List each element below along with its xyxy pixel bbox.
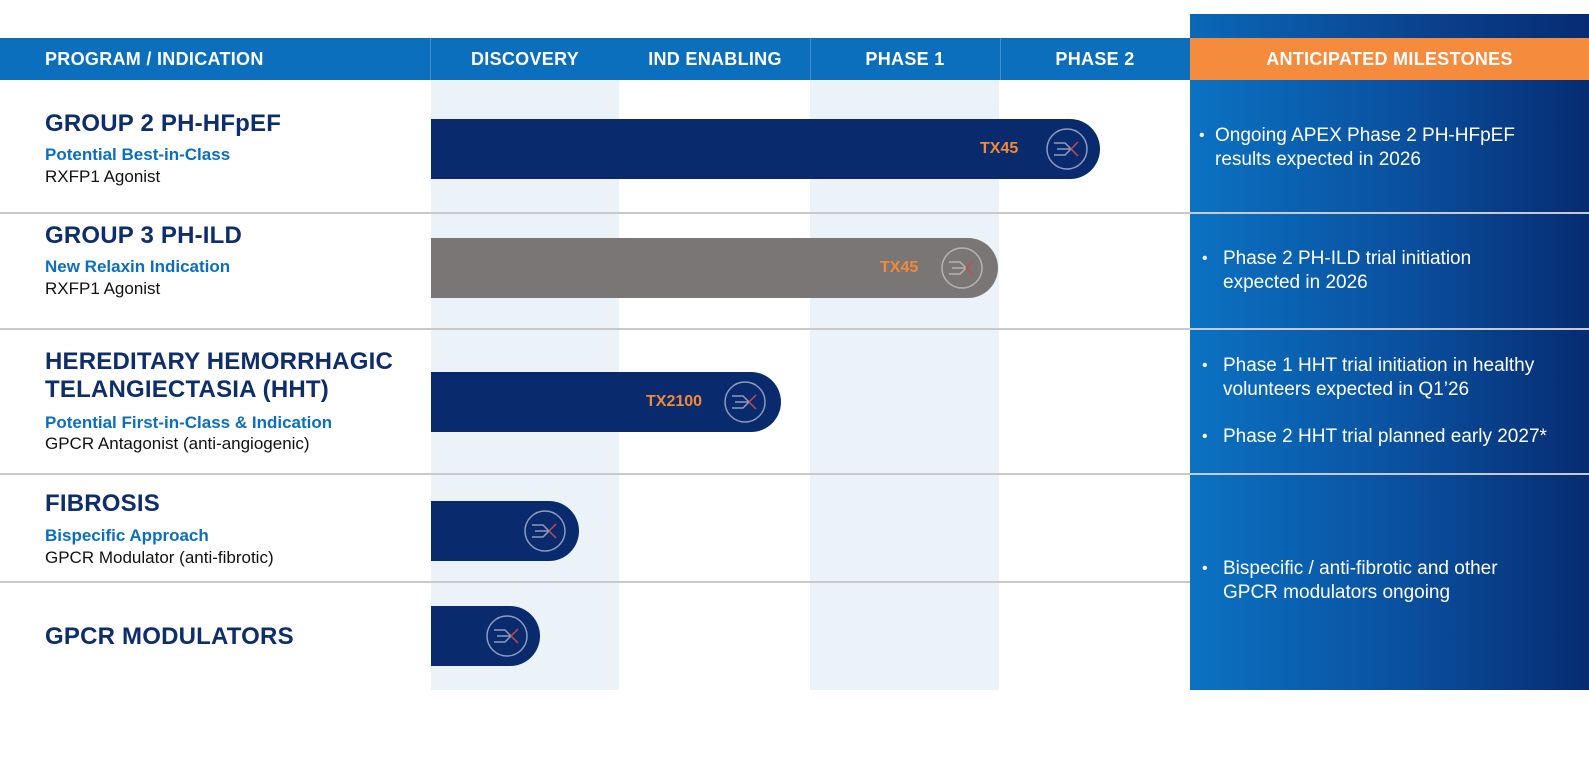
milestone-panel <box>1190 330 1589 473</box>
program-title: GROUP 2 PH-HFpEF <box>45 110 282 137</box>
program-mechanism: GPCR Modulator (anti-fibrotic) <box>45 548 274 567</box>
row-divider <box>0 212 1589 214</box>
milestone-bullet: • <box>1202 560 1208 577</box>
milestone-text: expected in 2026 <box>1223 272 1368 293</box>
header-divider <box>810 38 811 80</box>
milestone-panel <box>1190 475 1589 690</box>
header-discovery: DISCOVERY <box>470 49 580 69</box>
molecule-icon <box>941 247 983 289</box>
progress-bar-tx45-hfpef: TX45 <box>431 119 1100 179</box>
header-phase-2: PHASE 2 <box>1055 49 1135 69</box>
program-title: FIBROSIS <box>45 490 160 517</box>
milestone-bullet: • <box>1202 250 1208 267</box>
bar-label: TX2100 <box>646 393 703 410</box>
header-anticipated-milestones: ANTICIPATED MILESTONES <box>1190 38 1589 80</box>
program-mechanism: GPCR Antagonist (anti-angiogenic) <box>45 434 310 453</box>
program-title: GROUP 3 PH-ILD <box>45 222 243 249</box>
milestone-panel <box>1190 214 1589 328</box>
milestone-text: Ongoing APEX Phase 2 PH-HFpEF <box>1215 125 1515 146</box>
row-divider <box>0 581 1190 583</box>
program-title-line-2: TELANGIECTASIA (HHT) <box>45 376 329 403</box>
milestone-text: volunteers expected in Q1’26 <box>1223 379 1470 400</box>
milestone-bullet: • <box>1199 127 1205 144</box>
molecule-icon <box>1046 128 1088 170</box>
bar-label: TX45 <box>980 140 1019 157</box>
milestone-text: Phase 2 PH-ILD trial initiation <box>1223 248 1472 269</box>
milestone-text: GPCR modulators ongoing <box>1223 582 1451 603</box>
header-divider <box>1000 38 1001 80</box>
header-ind-enabling: IND ENABLING <box>648 49 782 69</box>
milestone-bullet: • <box>1202 428 1208 445</box>
milestone-panel <box>1190 80 1589 212</box>
program-mechanism: RXFP1 Agonist <box>45 167 161 186</box>
program-subtitle: Bispecific Approach <box>45 526 209 545</box>
program-mechanism: RXFP1 Agonist <box>45 279 161 298</box>
program-title-line-1: HEREDITARY HEMORRHAGIC <box>45 348 393 375</box>
program-subtitle: Potential First-in-Class & Indication <box>45 413 333 432</box>
program-subtitle: New Relaxin Indication <box>45 257 231 276</box>
row-divider <box>0 328 1589 330</box>
bar-label: TX45 <box>880 259 919 276</box>
program-title: GPCR MODULATORS <box>45 623 294 650</box>
milestone-text: Phase 2 HHT trial planned early 2027* <box>1223 426 1547 447</box>
program-subtitle: Potential Best-in-Class <box>45 145 231 164</box>
header-accent-bar <box>1190 14 1589 38</box>
milestone-text: Phase 1 HHT trial initiation in healthy <box>1223 355 1535 376</box>
milestone-text: results expected in 2026 <box>1215 149 1421 170</box>
header-divider <box>430 38 431 80</box>
milestone-bullet: • <box>1202 357 1208 374</box>
progress-bar-gpcr-modulators <box>431 606 540 666</box>
header-phase-1: PHASE 1 <box>865 49 945 69</box>
pipeline-header <box>0 38 1190 80</box>
progress-bar-tx2100: TX2100 <box>431 372 781 432</box>
molecule-icon <box>524 510 566 552</box>
header-program: PROGRAM / INDICATION <box>45 49 264 69</box>
molecule-icon <box>486 615 528 657</box>
phase-1-column-shade <box>810 80 999 690</box>
row-divider <box>0 473 1589 475</box>
progress-bar-fibrosis <box>431 501 579 561</box>
molecule-icon <box>724 381 766 423</box>
progress-bar-tx45-ild: TX45 <box>431 238 998 298</box>
milestone-text: Bispecific / anti-fibrotic and other <box>1223 558 1498 579</box>
